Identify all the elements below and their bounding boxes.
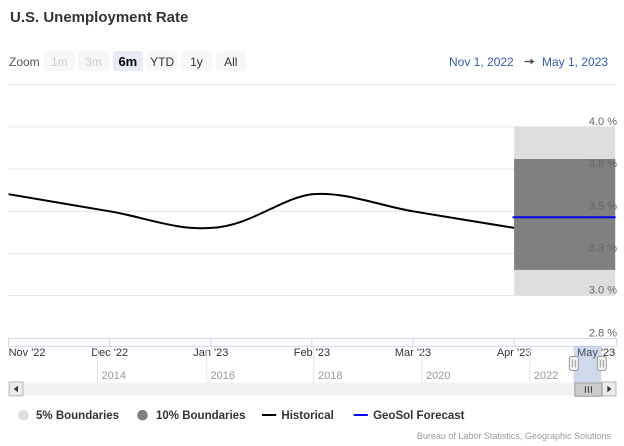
svg-text:3.5 %: 3.5 % bbox=[589, 200, 617, 212]
svg-text:2016: 2016 bbox=[211, 370, 235, 382]
svg-text:2020: 2020 bbox=[426, 370, 450, 382]
svg-text:Dec '22: Dec '22 bbox=[91, 347, 128, 359]
svg-text:May '23: May '23 bbox=[577, 347, 615, 359]
svg-text:3.0 %: 3.0 % bbox=[589, 285, 617, 297]
svg-text:3.8 %: 3.8 % bbox=[589, 158, 617, 170]
svg-text:Apr '23: Apr '23 bbox=[497, 347, 532, 359]
svg-text:2.8 %: 2.8 % bbox=[589, 327, 617, 339]
svg-text:4.0 %: 4.0 % bbox=[589, 116, 617, 128]
svg-text:2014: 2014 bbox=[102, 370, 126, 382]
svg-text:Bureau of Labor Statistics, Ge: Bureau of Labor Statistics, Geographic S… bbox=[417, 431, 612, 441]
svg-text:10% Boundaries: 10% Boundaries bbox=[156, 410, 245, 422]
svg-text:Mar '23: Mar '23 bbox=[395, 347, 431, 359]
svg-text:Historical: Historical bbox=[281, 410, 333, 422]
svg-text:Feb '23: Feb '23 bbox=[294, 347, 330, 359]
svg-text:3.3 %: 3.3 % bbox=[589, 243, 617, 255]
svg-text:Nov '22: Nov '22 bbox=[9, 347, 46, 359]
svg-text:Jan '23: Jan '23 bbox=[193, 347, 228, 359]
svg-text:5% Boundaries: 5% Boundaries bbox=[36, 410, 119, 422]
svg-text:GeoSol Forecast: GeoSol Forecast bbox=[373, 410, 465, 422]
svg-text:2022: 2022 bbox=[534, 370, 558, 382]
svg-text:2018: 2018 bbox=[318, 370, 342, 382]
